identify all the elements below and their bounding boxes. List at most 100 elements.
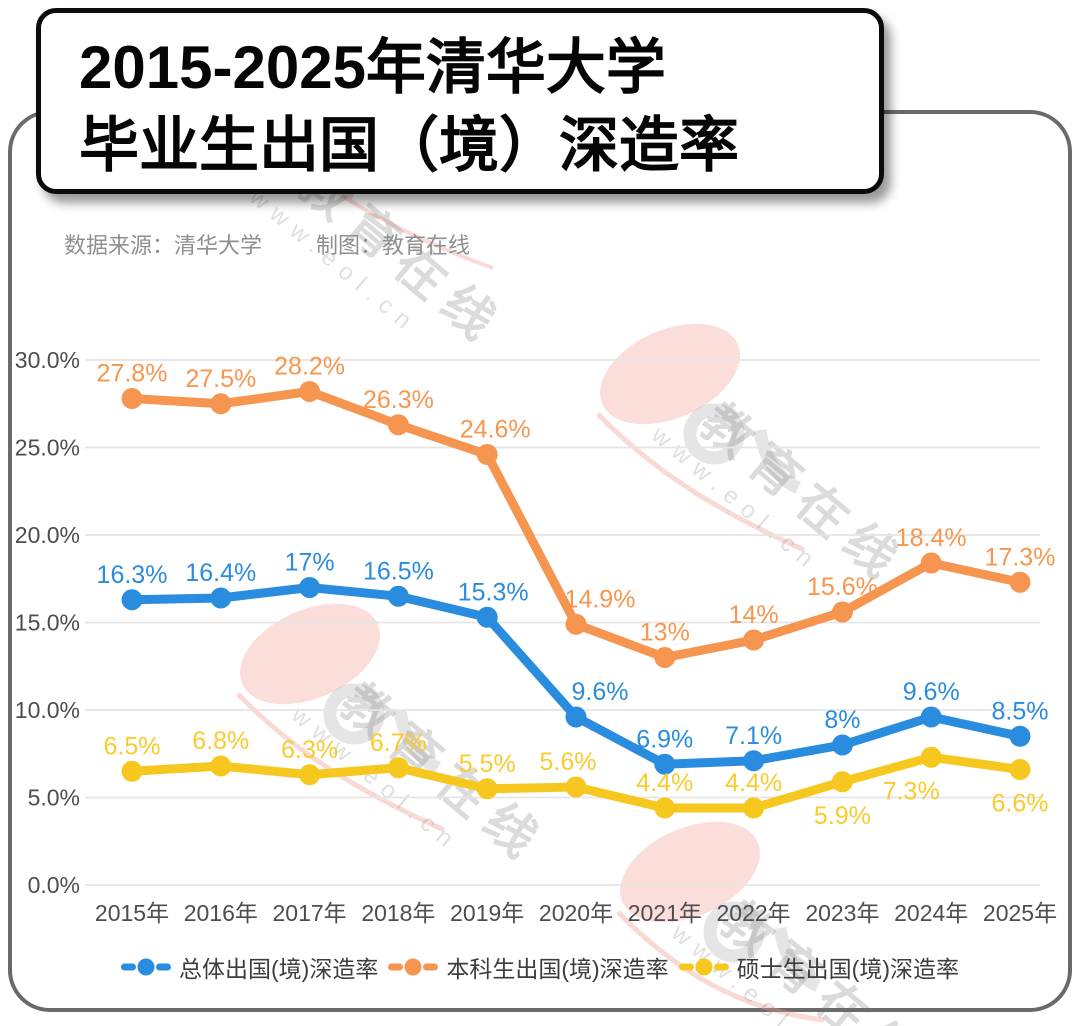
y-axis-tick: 30.0% — [15, 347, 80, 373]
legend-marker-undergrad — [388, 958, 439, 976]
data-label: 6.8% — [192, 727, 249, 755]
data-label: 7.1% — [725, 722, 782, 750]
data-point — [654, 797, 676, 819]
data-label: 8% — [824, 706, 860, 734]
chart-legend: 总体出国(境)深造率 本科生出国(境)深造率 硕士生出国(境)深造率 — [0, 950, 1080, 984]
x-axis-tick: 2020年 — [539, 900, 613, 926]
legend-label-overall: 总体出国(境)深造率 — [179, 956, 379, 982]
data-point — [565, 706, 587, 728]
data-label: 26.3% — [363, 386, 434, 414]
data-label: 9.6% — [903, 678, 960, 706]
data-point — [831, 771, 853, 793]
data-point — [476, 444, 498, 465]
data-point — [565, 613, 587, 635]
data-point — [920, 706, 942, 728]
data-point — [299, 381, 321, 402]
data-point — [210, 587, 232, 609]
x-axis-tick: 2015年 — [95, 900, 169, 926]
data-label: 5.5% — [459, 750, 516, 778]
x-axis-tick: 2016年 — [184, 900, 258, 926]
data-label: 17.3% — [985, 543, 1056, 571]
data-label: 6.5% — [104, 732, 161, 760]
legend-label-masters: 硕士生出国(境)深造率 — [736, 956, 959, 982]
data-label: 13% — [640, 619, 690, 647]
data-point — [210, 393, 232, 415]
data-label: 7.3% — [883, 777, 940, 805]
data-label: 5.6% — [540, 748, 597, 776]
eol-logo-watermark — [616, 821, 825, 1023]
data-point — [920, 746, 942, 768]
data-point — [299, 577, 321, 598]
legend-item-overall: 总体出国(境)深造率 — [121, 950, 378, 984]
credit-label: 制图：教育在线 — [316, 233, 471, 258]
x-axis-tick: 2017年 — [273, 900, 347, 926]
page-title-line-2: 毕业生出国（境）深造率 — [79, 112, 739, 179]
data-point — [920, 552, 942, 574]
data-label: 28.2% — [274, 353, 345, 381]
legend-item-undergrad: 本科生出国(境)深造率 — [388, 950, 669, 984]
x-axis-tick: 2021年 — [628, 900, 702, 926]
data-label: 4.4% — [725, 769, 782, 797]
data-label: 18.4% — [896, 524, 967, 552]
data-label: 6.7% — [370, 729, 427, 757]
legend-item-masters: 硕士生出国(境)深造率 — [678, 950, 959, 984]
data-point — [1009, 725, 1031, 747]
data-point — [476, 778, 498, 800]
y-axis-tick: 25.0% — [15, 435, 80, 461]
data-label: 15.3% — [458, 578, 529, 606]
data-point — [654, 753, 676, 775]
data-label: 8.5% — [992, 697, 1049, 725]
x-axis-tick: 2025年 — [983, 900, 1057, 926]
data-label: 5.9% — [814, 802, 871, 830]
data-label: 17% — [285, 549, 335, 577]
data-label: 6.3% — [281, 736, 338, 764]
data-point — [654, 647, 676, 668]
data-label: 16.4% — [185, 559, 256, 587]
data-point — [1009, 759, 1031, 780]
data-point — [565, 776, 587, 798]
y-axis-tick: 20.0% — [15, 522, 80, 548]
data-label: 15.6% — [807, 573, 878, 601]
data-point — [387, 757, 409, 779]
data-label: 6.9% — [636, 725, 693, 753]
x-axis-tick: 2019年 — [450, 900, 524, 926]
x-axis-tick: 2023年 — [805, 900, 879, 926]
page-title-line-1: 2015-2025年清华大学 — [79, 34, 666, 101]
source-note: 数据来源：清华大学 制图：教育在线 — [64, 228, 524, 260]
legend-marker-masters — [678, 958, 729, 976]
data-point — [387, 414, 409, 436]
legend-marker-overall — [121, 958, 171, 976]
data-point — [743, 629, 765, 651]
data-point — [210, 755, 232, 777]
watermark-bottom: 教育在线 www.eol.cn — [612, 820, 936, 1026]
data-point — [1009, 571, 1031, 593]
data-point — [831, 734, 853, 756]
data-point — [121, 589, 143, 611]
data-point — [743, 750, 765, 772]
data-point — [387, 585, 409, 607]
data-label: 6.6% — [992, 790, 1049, 818]
eol-logo-watermark — [596, 323, 806, 553]
data-label: 9.6% — [572, 678, 629, 706]
x-axis-tick: 2022年 — [717, 900, 791, 926]
data-label: 27.8% — [97, 360, 168, 388]
y-axis-tick: 5.0% — [28, 785, 80, 811]
title-card: 2015-2025年清华大学 毕业生出国（境）深造率 — [36, 8, 884, 194]
data-label: 16.5% — [363, 557, 434, 585]
data-label: 27.5% — [185, 365, 256, 393]
data-label: 14% — [729, 601, 779, 629]
x-axis-tick: 2024年 — [894, 900, 968, 926]
x-axis-tick: 2018年 — [361, 900, 435, 926]
data-point — [476, 606, 498, 628]
data-label: 14.9% — [565, 585, 636, 613]
data-point — [299, 764, 321, 786]
data-label: 16.3% — [97, 561, 168, 589]
y-axis-tick: 10.0% — [15, 697, 80, 723]
watermark-middle-right: 教育在线 www.eol.cn — [592, 322, 916, 596]
data-label: 24.6% — [460, 416, 531, 444]
y-axis-tick: 15.0% — [15, 610, 80, 636]
data-point — [743, 797, 765, 819]
data-label: 4.4% — [636, 769, 693, 797]
